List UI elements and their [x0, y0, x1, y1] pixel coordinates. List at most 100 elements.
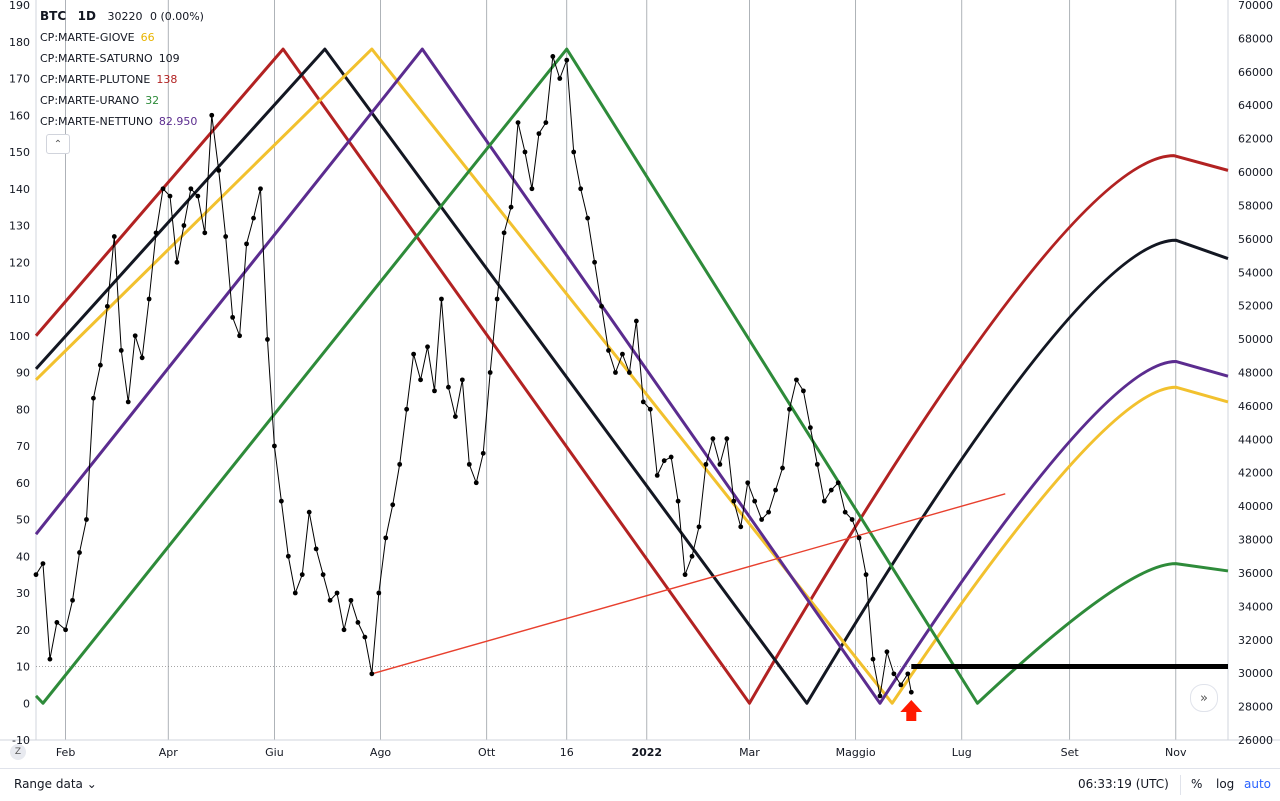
- legend-indicator-row[interactable]: CP:MARTE-NETTUNO 82.950: [40, 111, 204, 132]
- price-point: [801, 388, 806, 394]
- left-axis-tick-label: 160: [9, 109, 30, 122]
- price-point: [202, 230, 208, 236]
- price-point: [188, 186, 194, 192]
- price-point: [167, 193, 173, 199]
- price-point: [717, 461, 723, 467]
- right-axis-tick-label: 40000: [1238, 500, 1273, 513]
- price-point: [480, 450, 486, 456]
- price-point: [633, 318, 639, 324]
- toolbar-divider: [1180, 775, 1181, 795]
- scroll-to-realtime-button[interactable]: »: [1190, 684, 1218, 712]
- price-point: [835, 480, 841, 486]
- price-point: [668, 454, 674, 460]
- right-axis-tick-label: 30000: [1238, 667, 1273, 680]
- price-point: [654, 473, 660, 478]
- right-axis-tick-label: 60000: [1238, 166, 1273, 179]
- price-point: [487, 370, 493, 375]
- right-axis-tick-label: 42000: [1238, 467, 1273, 480]
- price-point: [348, 597, 354, 603]
- price-point: [258, 186, 263, 192]
- price-point: [752, 498, 758, 504]
- left-axis-tick-label: 180: [9, 36, 30, 49]
- time-axis-tick-label: 16: [560, 746, 574, 759]
- right-axis-tick-label: 34000: [1238, 600, 1273, 613]
- right-axis-tick-label: 26000: [1238, 734, 1273, 747]
- right-axis-tick-label: 52000: [1238, 300, 1273, 313]
- auto-scale-button[interactable]: auto: [1244, 777, 1272, 791]
- price-point: [842, 509, 848, 515]
- price-point: [494, 296, 500, 302]
- price-point: [111, 234, 117, 239]
- right-axis: 26000 28000 30000 32000 34000 36000 38000 40000…: [1238, 0, 1273, 747]
- price-point: [661, 458, 667, 464]
- price-point: [63, 627, 68, 633]
- left-axis-tick-label: 190: [9, 0, 30, 12]
- price-point: [571, 149, 577, 155]
- price-point: [341, 627, 347, 633]
- right-axis-tick-label: 46000: [1238, 400, 1273, 413]
- price-point: [564, 57, 570, 63]
- range-data-label: Range data: [14, 777, 83, 791]
- price-point: [383, 535, 389, 541]
- price-point: [473, 480, 479, 486]
- right-axis-tick-label: 64000: [1238, 99, 1273, 112]
- legend-indicator-row[interactable]: CP:MARTE-GIOVE 66: [40, 27, 204, 48]
- price-point: [425, 344, 430, 350]
- indicator-value: 66: [140, 31, 155, 44]
- indicator-value: 138: [156, 73, 178, 86]
- time-axis: Feb Apr Giu Ago Ott 16 2022 Mar Maggio Lug Set Nov: [56, 746, 1187, 759]
- timezone-icon[interactable]: Z: [10, 744, 26, 760]
- left-axis-tick-label: 70: [16, 440, 30, 453]
- price-point: [794, 377, 799, 383]
- time-axis-tick-label: Ago: [370, 746, 392, 759]
- price-point: [285, 553, 291, 559]
- left-axis-tick-label: 80: [16, 403, 30, 416]
- price-point: [369, 671, 375, 677]
- price-point: [543, 120, 549, 125]
- price-point: [592, 259, 597, 265]
- price-point: [908, 689, 914, 695]
- price-point: [550, 54, 556, 59]
- right-axis-tick-label: 62000: [1238, 133, 1273, 146]
- price-point: [675, 498, 681, 504]
- range-data-button[interactable]: Range data ⌄: [14, 777, 97, 791]
- left-axis-tick-label: 40: [16, 550, 30, 563]
- price-point: [153, 230, 159, 236]
- price-point: [898, 682, 904, 688]
- chevron-up-icon: ⌃: [53, 138, 63, 150]
- price-point: [459, 377, 465, 383]
- left-axis-tick-label: 150: [9, 146, 30, 159]
- marker-layer: [900, 700, 923, 721]
- chevron-down-icon: ⌄: [86, 777, 97, 791]
- chart-canvas[interactable]: -10 0 10 20 30 40 50 60 70 80 90 100 110 120 130 140 150…: [0, 0, 1280, 768]
- symbol-name[interactable]: BTC: [40, 9, 67, 23]
- left-axis-tick-label: 20: [16, 624, 30, 637]
- legend-indicator-row[interactable]: CP:MARTE-PLUTONE 138: [40, 69, 204, 90]
- price-point: [529, 186, 535, 192]
- left-axis-tick-label: 0: [23, 697, 30, 710]
- legend-collapse-button[interactable]: ⌃: [46, 134, 70, 154]
- indicator-value: 109: [158, 52, 180, 65]
- time-axis-tick-label: Ott: [478, 746, 496, 759]
- price-point: [696, 524, 702, 530]
- cycle-line-4: [34, 47, 1229, 705]
- price-point: [278, 498, 284, 504]
- left-axis-tick-label: 140: [9, 183, 30, 196]
- legend-indicator-row[interactable]: CP:MARTE-URANO 32: [40, 90, 204, 111]
- percent-scale-button[interactable]: %: [1191, 777, 1203, 791]
- bottom-toolbar: Range data ⌄ 06:33:19 (UTC) % log auto: [0, 768, 1280, 801]
- price-point: [501, 230, 507, 236]
- price-point: [647, 406, 653, 412]
- right-axis-tick-label: 56000: [1238, 233, 1273, 246]
- left-axis-tick-label: 130: [9, 220, 30, 233]
- log-scale-button[interactable]: log: [1216, 777, 1235, 791]
- indicator-value: 32: [145, 94, 160, 107]
- price-point: [418, 377, 423, 383]
- legend-indicator-row[interactable]: CP:MARTE-SATURNO 109: [40, 48, 204, 69]
- price-point: [33, 572, 39, 578]
- series-layer: [34, 47, 1229, 705]
- interval-label[interactable]: 1D: [77, 9, 96, 23]
- price-point: [313, 546, 319, 552]
- price-point: [125, 399, 131, 405]
- time-axis-tick-label: Maggio: [836, 746, 876, 759]
